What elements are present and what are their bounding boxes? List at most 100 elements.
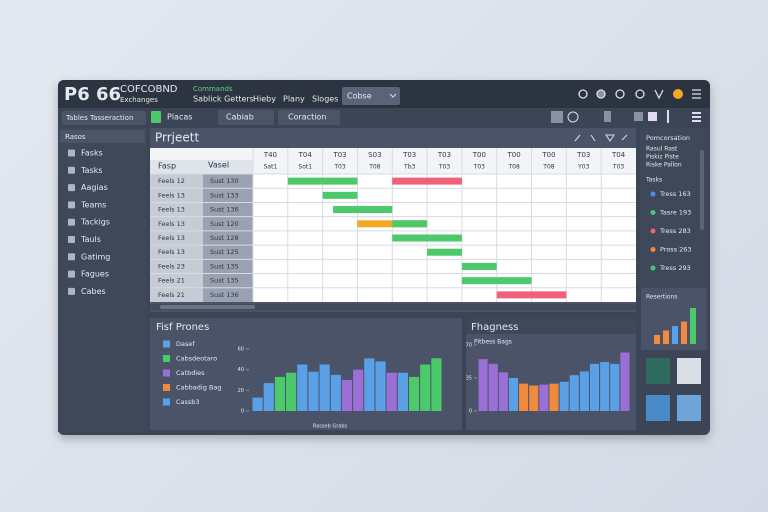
menu-item[interactable]: Sloges [312,95,338,104]
header-icons[interactable] [578,89,701,100]
legend-swatch [163,398,170,406]
date-label: S03 [368,151,381,159]
bar [519,383,529,411]
subdate-label: Y03 [577,164,589,171]
legend-swatch [163,355,170,362]
scrollbar[interactable] [160,305,255,309]
sidebar-item[interactable]: Teams [80,200,106,209]
bar [252,397,263,411]
gantt-bar[interactable] [461,277,532,285]
mini-bar [663,330,669,344]
task-dot [650,265,656,271]
sidebar-item[interactable]: Fagues [81,270,109,279]
sidebar [58,128,147,432]
tab[interactable]: Placas [167,113,192,122]
toolbar-icons[interactable] [551,110,701,123]
subdate-label: T03 [438,164,450,171]
tab-bg [218,110,274,125]
brand-sub: Exchanges [120,96,158,104]
gantt-bar[interactable] [392,177,462,185]
gantt-bar[interactable] [427,248,462,256]
menu-item[interactable]: Hieby [253,95,276,104]
menu-item[interactable]: Sablick Getters [193,95,254,104]
bar [341,380,353,411]
y-tick-label: 60 [238,347,244,353]
tab[interactable]: Cabiab [226,113,254,122]
gantt-bar[interactable] [392,234,462,242]
mini-title: Resertions [646,294,678,301]
bar [549,383,559,411]
task-label: Tress 283 [659,227,691,235]
bar [610,363,620,411]
y-tick-label: 0 [469,409,472,415]
subdate-label: T03 [612,164,624,171]
bar [508,378,519,411]
sidebar-item[interactable]: Tasks [80,166,102,175]
row-label: Sust 120 [210,220,239,228]
y-tick-label: 40 [238,367,244,373]
sidebar-title-bg [60,130,145,143]
gantt-col-b [203,174,253,302]
gantt-bar[interactable] [461,262,497,270]
brand: COFCOBND [120,84,178,95]
menu-item[interactable]: Plany [283,95,305,104]
subdate-label: T08 [542,164,554,171]
search-box[interactable] [62,111,146,125]
legend-label: Dasef [176,340,195,348]
date-label: T03 [576,151,590,159]
thumbnails[interactable] [646,358,701,421]
gantt-bar[interactable] [287,177,358,185]
gantt-bar[interactable] [322,191,358,199]
gantt-bar[interactable] [392,220,428,228]
gantt-col-header [150,160,253,174]
date-label: T00 [472,151,486,159]
sidebar-item[interactable]: Gatimg [81,252,110,261]
legend-label: Cabsdeotaro [176,355,217,363]
x-label: Rasseb Grabs [313,424,348,430]
sidebar-icon [68,184,75,192]
right-title: Pomcorsation [646,134,690,142]
subdate-label: T08 [507,164,519,171]
task-dot [650,210,656,215]
date-label: T00 [507,151,521,159]
gantt-bar[interactable] [333,206,393,214]
chart-subtitle: Pitbess Bags [474,339,512,346]
mini-bar [690,308,696,344]
bar [579,371,589,411]
dropdown[interactable] [342,87,400,105]
chevron [389,93,397,98]
row-label: Sust 133 [210,191,239,199]
task-list: Tress 163 Tasre 193 Tress 283 Pross 263 Tres… [650,190,692,272]
task-label: Tasre 193 [659,209,691,217]
sidebar-item[interactable]: Tackigs [80,218,110,227]
menu-top: Commands [193,85,233,93]
right-panel [640,128,708,288]
col-header: Vasel [208,161,229,170]
sidebar-item[interactable]: Tauls [80,235,101,244]
row-label: Feels 21 [158,277,185,285]
subdate-label: Sot1 [298,164,312,171]
tab-icon [151,111,161,123]
task-label: Pross 263 [660,246,692,254]
chart-title: Fisf Prones [156,322,209,333]
sidebar-item[interactable]: Fasks [81,149,103,158]
row-label: Sust 128 [210,234,239,242]
right-section: Tasks [645,177,662,184]
task-dot [650,228,656,234]
row-label: Sust 135 [210,262,239,270]
row-label: Feels 12 [158,177,185,185]
gantt-tools[interactable] [574,134,628,142]
right-line: Riske Pallon [646,162,682,169]
bar [620,352,630,411]
date-label: T40 [263,151,277,159]
gantt-bar[interactable] [496,291,567,299]
tab[interactable]: Coraction [288,113,326,122]
mini-bar [654,335,660,344]
sidebar-item[interactable]: Aagias [81,183,108,192]
bar [539,384,549,411]
sidebar-icon [68,218,75,226]
sidebar-item[interactable]: Cabes [81,287,106,296]
gantt-title: Prrjeett [155,131,199,145]
logo: P6 66 [64,84,121,105]
